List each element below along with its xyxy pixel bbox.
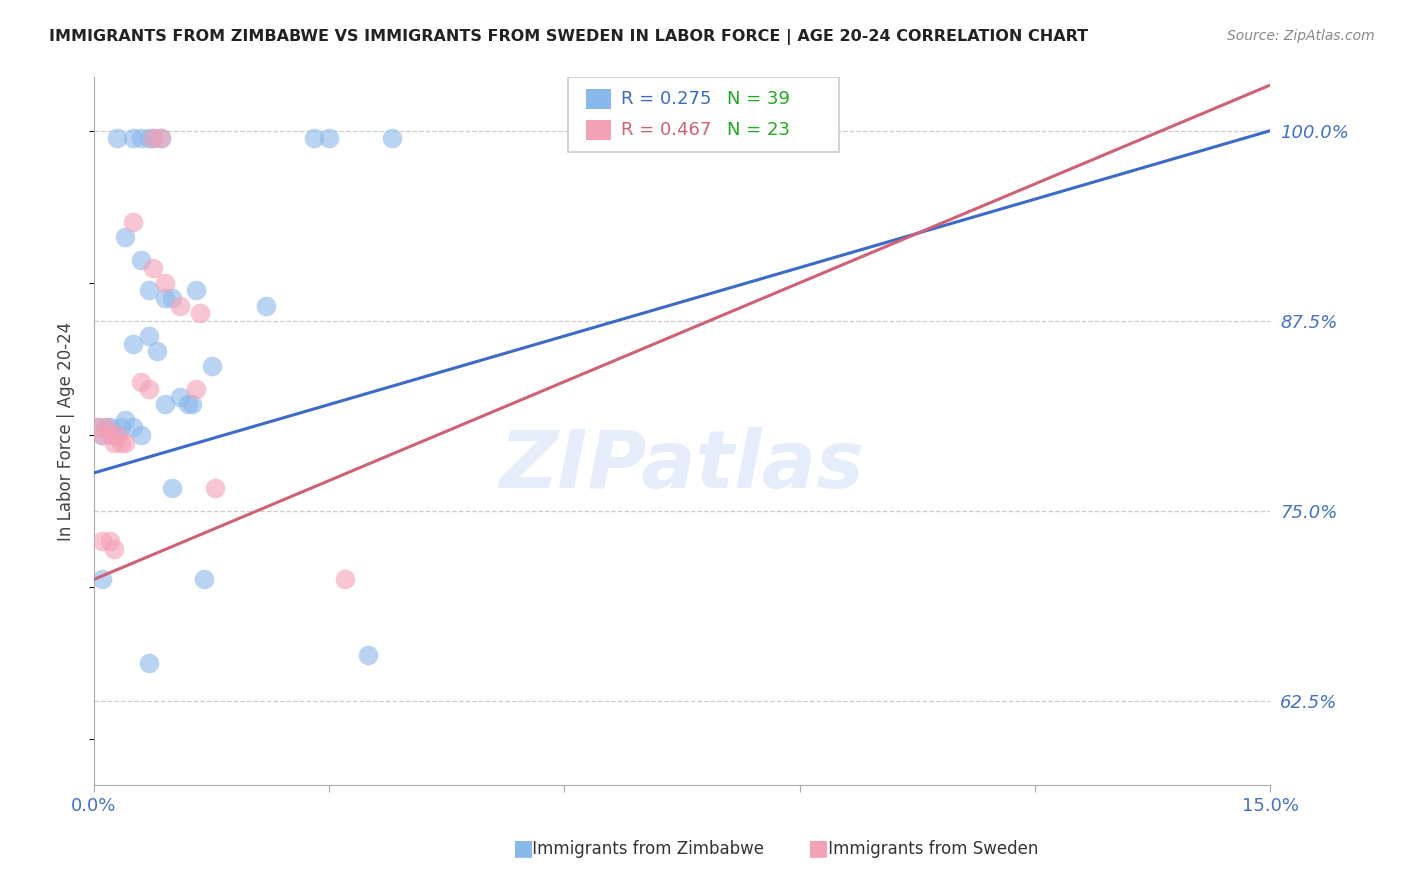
Y-axis label: In Labor Force | Age 20-24: In Labor Force | Age 20-24 xyxy=(58,321,75,541)
Text: ZIPatlas: ZIPatlas xyxy=(499,427,865,506)
Point xyxy=(103,541,125,556)
Point xyxy=(181,397,204,411)
Point xyxy=(98,420,121,434)
Point xyxy=(110,420,132,434)
Point xyxy=(138,131,160,145)
Text: Immigrants from Sweden: Immigrants from Sweden xyxy=(823,840,1038,858)
Point xyxy=(149,131,172,145)
Point xyxy=(87,420,110,434)
Text: N = 23: N = 23 xyxy=(727,120,790,139)
Point xyxy=(177,397,200,411)
Point xyxy=(129,252,152,267)
Point xyxy=(122,131,145,145)
Text: IMMIGRANTS FROM ZIMBABWE VS IMMIGRANTS FROM SWEDEN IN LABOR FORCE | AGE 20-24 CO: IMMIGRANTS FROM ZIMBABWE VS IMMIGRANTS F… xyxy=(49,29,1088,45)
Point xyxy=(333,573,356,587)
Point xyxy=(94,420,117,434)
Text: Immigrants from Zimbabwe: Immigrants from Zimbabwe xyxy=(527,840,765,858)
Point xyxy=(138,382,160,396)
Point xyxy=(142,131,165,145)
FancyBboxPatch shape xyxy=(586,120,612,140)
Point xyxy=(357,648,380,663)
Point xyxy=(90,534,112,549)
Point xyxy=(188,306,211,320)
Point xyxy=(149,131,172,145)
Point xyxy=(122,336,145,351)
Point xyxy=(318,131,340,145)
Point xyxy=(200,359,222,374)
Point xyxy=(90,428,112,442)
Point xyxy=(110,435,132,450)
Point xyxy=(129,375,152,389)
Point xyxy=(138,329,160,343)
Point xyxy=(169,390,191,404)
Point xyxy=(142,260,165,275)
Point xyxy=(162,291,184,305)
Point xyxy=(184,382,207,396)
Point xyxy=(381,131,404,145)
Text: N = 39: N = 39 xyxy=(727,90,790,108)
Text: R = 0.275: R = 0.275 xyxy=(621,90,711,108)
Point xyxy=(103,428,125,442)
Point xyxy=(256,299,278,313)
Point xyxy=(90,428,112,442)
Point xyxy=(129,428,152,442)
Point xyxy=(114,230,136,244)
Text: Source: ZipAtlas.com: Source: ZipAtlas.com xyxy=(1227,29,1375,43)
Point xyxy=(145,344,167,359)
Point xyxy=(107,428,129,442)
Point xyxy=(114,435,136,450)
Point xyxy=(129,131,152,145)
Point xyxy=(98,428,121,442)
FancyBboxPatch shape xyxy=(568,78,838,152)
Point xyxy=(138,284,160,298)
Point xyxy=(107,131,129,145)
Point xyxy=(87,420,110,434)
Point xyxy=(90,573,112,587)
Point xyxy=(184,284,207,298)
Text: ■: ■ xyxy=(513,838,534,858)
FancyBboxPatch shape xyxy=(586,89,612,109)
Text: ■: ■ xyxy=(808,838,830,858)
Point xyxy=(122,420,145,434)
Point xyxy=(204,481,226,495)
Point xyxy=(193,573,215,587)
Point xyxy=(169,299,191,313)
Point xyxy=(162,481,184,495)
Point xyxy=(103,435,125,450)
Point xyxy=(94,420,117,434)
Point xyxy=(302,131,325,145)
Point xyxy=(138,656,160,670)
Point xyxy=(98,534,121,549)
Point xyxy=(142,131,165,145)
Point xyxy=(153,276,176,290)
Point xyxy=(153,291,176,305)
Point xyxy=(153,397,176,411)
Point xyxy=(114,413,136,427)
Point xyxy=(122,215,145,229)
Text: R = 0.467: R = 0.467 xyxy=(621,120,711,139)
Point xyxy=(107,428,129,442)
